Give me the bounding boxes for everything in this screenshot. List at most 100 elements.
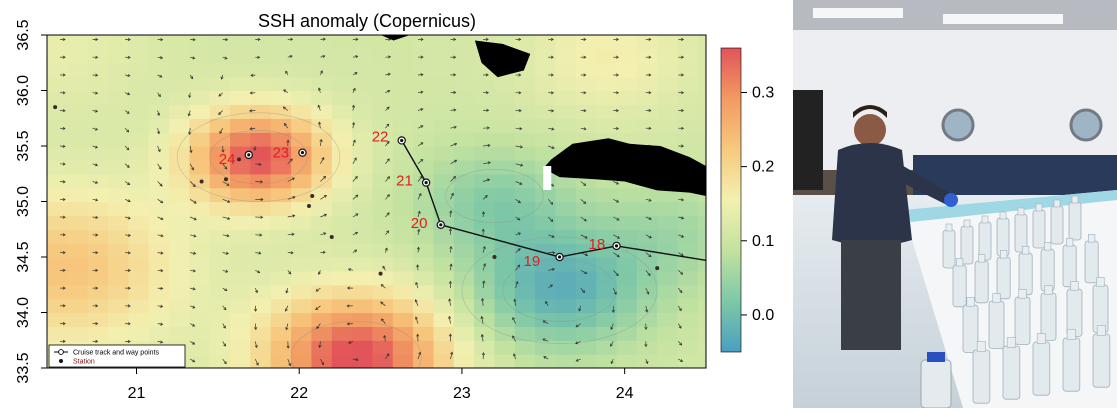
ssh-cell: [47, 243, 68, 258]
ssh-cell: [149, 118, 170, 133]
ssh-cell: [88, 63, 109, 78]
ssh-cell: [454, 202, 475, 217]
ssh-cell: [413, 285, 434, 300]
ssh-cell: [657, 326, 678, 341]
ssh-cell: [617, 354, 638, 369]
ssh-cell: [88, 202, 109, 217]
ssh-cell: [352, 313, 373, 328]
ssh-cell: [556, 229, 577, 244]
ssh-cell: [698, 243, 719, 258]
ssh-cell: [210, 35, 231, 50]
ssh-cell: [657, 229, 678, 244]
sample-bottle: [1063, 245, 1076, 287]
ssh-cell: [149, 146, 170, 161]
ssh-cell: [311, 215, 332, 230]
ssh-cell: [88, 313, 109, 328]
ssh-cell: [291, 313, 312, 328]
ssh-cell: [128, 91, 149, 106]
ssh-cell: [271, 215, 292, 230]
ssh-cell: [169, 257, 190, 272]
ssh-cell: [108, 271, 129, 286]
sample-bottle: [1015, 297, 1030, 345]
ssh-cell: [556, 91, 577, 106]
ssh-cell: [311, 243, 332, 258]
ssh-cell: [230, 285, 251, 300]
ssh-cell: [454, 132, 475, 147]
ssh-cell: [128, 146, 149, 161]
ssh-cell: [393, 91, 414, 106]
ssh-cell: [393, 77, 414, 92]
ssh-cell: [434, 326, 455, 341]
ssh-cell: [372, 313, 393, 328]
sample-bottle: [1085, 241, 1098, 283]
ssh-cell: [332, 35, 353, 50]
ssh-cell: [311, 340, 332, 355]
ssh-cell: [291, 63, 312, 78]
ssh-cell: [495, 243, 516, 258]
ssh-cell: [149, 229, 170, 244]
ssh-cell: [311, 188, 332, 203]
ssh-cell: [352, 229, 373, 244]
ssh-cell: [393, 63, 414, 78]
ssh-cell: [657, 285, 678, 300]
ssh-cell: [576, 35, 597, 50]
ssh-cell: [454, 91, 475, 106]
ssh-cell: [372, 160, 393, 175]
ssh-cell: [189, 188, 210, 203]
ssh-cell: [230, 229, 251, 244]
ssh-cell: [352, 49, 373, 64]
ssh-cell: [474, 188, 495, 203]
ssh-cell: [291, 174, 312, 189]
lab-photo: [793, 0, 1117, 408]
ssh-cell: [250, 229, 271, 244]
ssh-cell: [271, 63, 292, 78]
ssh-cell: [189, 326, 210, 341]
ssh-cell: [169, 104, 190, 119]
ssh-cell: [434, 77, 455, 92]
ssh-cell: [454, 215, 475, 230]
ssh-cell: [576, 215, 597, 230]
y-tick-label: 36.0: [15, 75, 32, 106]
ssh-cell: [495, 257, 516, 272]
ssh-cell: [149, 326, 170, 341]
ssh-cell: [434, 160, 455, 175]
ssh-cell: [454, 257, 475, 272]
ssh-cell: [108, 313, 129, 328]
ssh-cell: [495, 160, 516, 175]
ssh-cell: [108, 202, 129, 217]
ssh-cell: [596, 313, 617, 328]
ssh-cell: [413, 132, 434, 147]
ssh-cell: [230, 257, 251, 272]
ssh-cell: [311, 104, 332, 119]
waypoint-label: 20: [411, 215, 428, 232]
colorbar: 0.00.10.20.3: [721, 48, 774, 352]
ssh-cell: [291, 118, 312, 133]
ssh-cell: [210, 271, 231, 286]
chart-svg: SSH anomaly (Copernicus) 18192021222324 …: [0, 0, 780, 408]
ssh-cell: [88, 132, 109, 147]
ssh-cell: [515, 132, 536, 147]
ssh-cell: [474, 299, 495, 314]
station-point: [655, 266, 659, 270]
ssh-cell: [495, 354, 516, 369]
ssh-cell: [617, 229, 638, 244]
ssh-cell: [596, 77, 617, 92]
ssh-cell: [678, 243, 699, 258]
ssh-cell: [210, 49, 231, 64]
ssh-cell: [617, 285, 638, 300]
ssh-cell: [454, 146, 475, 161]
ssh-cell: [108, 174, 129, 189]
ssh-cell: [495, 77, 516, 92]
ssh-cell: [108, 35, 129, 50]
ssh-cell: [617, 77, 638, 92]
ssh-cell: [108, 104, 129, 119]
bottle-cap: [1071, 282, 1079, 291]
ssh-cell: [535, 271, 556, 286]
ssh-cell: [413, 354, 434, 369]
ssh-cell: [413, 313, 434, 328]
ssh-cell: [149, 174, 170, 189]
ssh-cell: [495, 91, 516, 106]
ssh-cell: [454, 35, 475, 50]
ssh-cell: [352, 118, 373, 133]
ssh-cell: [128, 229, 149, 244]
